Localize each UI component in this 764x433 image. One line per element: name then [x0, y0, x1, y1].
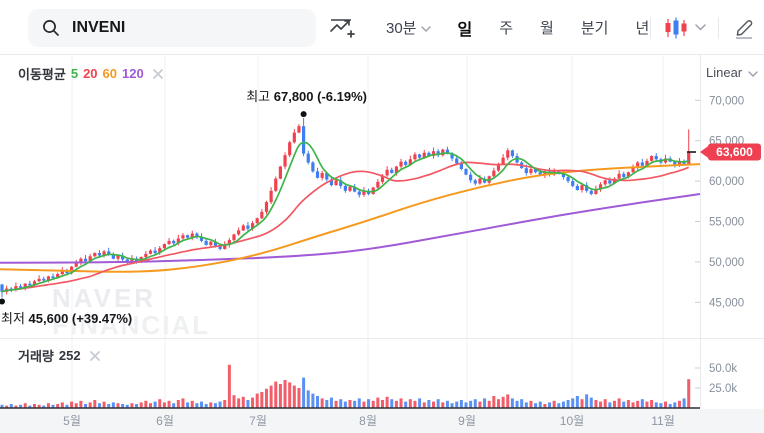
chevron-down-icon[interactable]	[695, 24, 706, 31]
x-axis-label: 6월	[156, 414, 174, 428]
x-axis-label: 7월	[249, 414, 267, 428]
chevron-down-icon	[748, 65, 758, 80]
watermark-line2: FINANCIAL	[52, 310, 210, 340]
ma-period-5: 5	[70, 66, 79, 81]
price-volume-chart[interactable]: NAVERFINANCIAL70,00065,00060,00055,00050…	[0, 55, 764, 433]
ma-period-20: 20	[83, 66, 98, 81]
low-marker-dot	[0, 298, 5, 305]
price-axis-label: 50,000	[709, 257, 744, 269]
x-axis-strip	[0, 408, 764, 433]
period-tabs: 30분 일 주 월 분기 년	[386, 0, 676, 55]
scale-selector[interactable]: Linear	[706, 65, 758, 80]
x-axis-label: 5월	[63, 414, 81, 428]
price-axis-label: 60,000	[709, 176, 744, 188]
price-axis-label: 70,000	[709, 95, 744, 107]
period-tab-5[interactable]: 년	[635, 20, 650, 37]
ma-period-60: 60	[102, 66, 118, 81]
chevron-down-icon	[420, 19, 431, 36]
price-badge-arrow	[700, 145, 709, 159]
x-axis-label: 8월	[359, 414, 377, 428]
period-tab-1[interactable]: 일	[457, 21, 473, 39]
high-marker-dot	[300, 111, 307, 118]
volume-label: 거래량	[18, 349, 54, 364]
toolbar-divider	[650, 16, 651, 39]
ma120-line	[0, 193, 701, 264]
add-chart-icon[interactable]	[329, 16, 355, 45]
price-axis-label: 45,000	[709, 297, 744, 309]
candlestick-style-icon[interactable]	[664, 17, 690, 39]
low-annotation: 최저 45,600 (+39.47%)	[1, 311, 132, 326]
ma20-line	[1, 161, 690, 293]
toolbar-divider	[718, 16, 719, 39]
high-annotation: 최고 67,800 (-6.19%)	[246, 89, 367, 104]
stock-search-box[interactable]	[28, 9, 316, 47]
x-axis-label: 9월	[458, 414, 476, 428]
period-tab-3[interactable]: 월	[540, 20, 554, 37]
x-axis-label: 10월	[560, 414, 584, 428]
ma5-line	[1, 141, 689, 293]
ma-legend-close-icon[interactable]	[152, 68, 164, 80]
volume-legend: 거래량 252	[18, 346, 101, 365]
watermark-line1: NAVER	[52, 283, 156, 313]
ma-period-values: 5 20 60 120	[66, 66, 144, 81]
volume-value: 252	[58, 348, 81, 363]
period-tab-0[interactable]: 30분	[386, 17, 431, 38]
x-axis-label: 11월	[651, 414, 675, 428]
search-icon	[43, 20, 59, 36]
chart-style-tools	[650, 0, 755, 55]
period-tab-2[interactable]: 주	[499, 20, 514, 37]
volume-axis-label: 50.0k	[709, 363, 737, 375]
price-badge-label: 63,600	[716, 145, 753, 159]
volume-axis-label: 25.0k	[709, 383, 737, 395]
period-tab-4[interactable]: 분기	[580, 20, 609, 37]
ma-period-120: 120	[122, 66, 144, 81]
volume-legend-close-icon[interactable]	[89, 350, 101, 362]
price-axis-label: 55,000	[709, 217, 744, 229]
volume-bars	[0, 364, 691, 408]
ma-legend: 이동평균 5 20 60 120	[18, 64, 164, 83]
price-badge	[708, 143, 761, 161]
draw-pencil-icon[interactable]	[733, 17, 755, 39]
top-toolbar: 30분 일 주 월 분기 년	[0, 0, 764, 55]
scale-label: Linear	[706, 65, 743, 80]
search-input[interactable]	[70, 18, 294, 38]
ma-legend-label: 이동평균	[18, 67, 66, 82]
